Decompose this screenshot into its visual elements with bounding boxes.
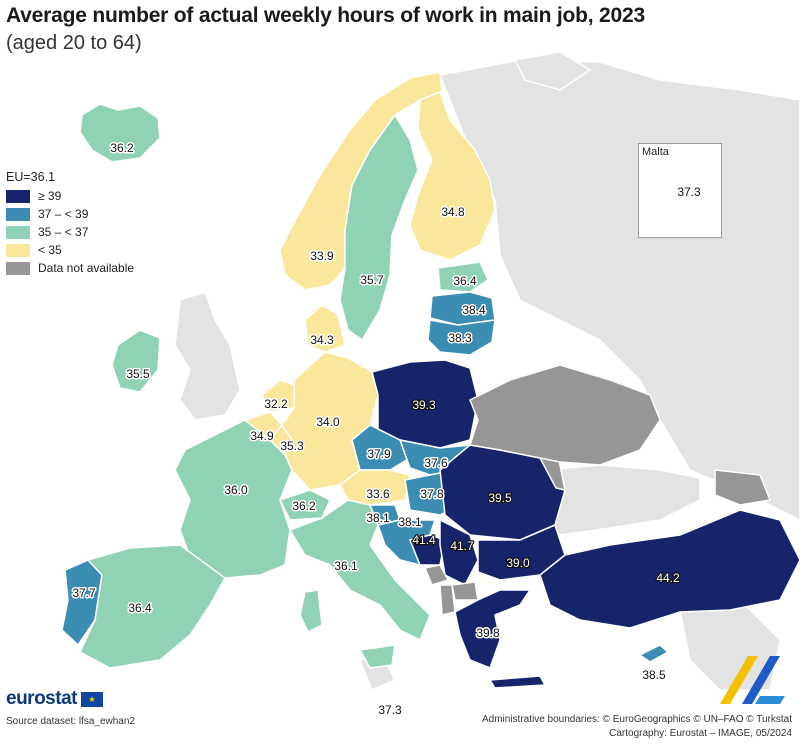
legend-swatch — [6, 189, 30, 203]
label-romania: 39.5 — [488, 491, 512, 505]
label-estonia: 36.4 — [453, 274, 477, 288]
country-montenegro-na — [424, 564, 449, 586]
boundaries-credit: Administrative boundaries: © EuroGeograp… — [481, 714, 792, 725]
label-slovenia: 38.1 — [366, 511, 390, 525]
label-switzerland: 36.2 — [292, 499, 316, 513]
country-georgia-na — [714, 469, 771, 506]
country-crete — [489, 675, 546, 689]
label-finland: 34.8 — [441, 205, 465, 219]
legend-label: ≥ 39 — [38, 189, 62, 203]
legend-item: < 35 — [6, 241, 134, 259]
label-italy: 36.1 — [334, 559, 358, 573]
country-france — [174, 419, 293, 579]
logo-text: eurostat — [6, 688, 77, 709]
legend-swatch — [6, 225, 30, 239]
label-serbia: 41.7 — [450, 539, 474, 553]
country-north-macedonia-na — [451, 581, 479, 601]
country-turkiye — [539, 509, 800, 629]
country-ukraine-na — [469, 364, 661, 466]
legend-label: < 35 — [38, 243, 62, 257]
label-austria: 33.6 — [366, 487, 390, 501]
label-cyprus: 38.5 — [642, 668, 666, 682]
credits: Administrative boundaries: © EuroGeograp… — [482, 713, 792, 741]
eurostat-brand-mark-icon — [720, 656, 785, 704]
label-bulgaria: 39.0 — [506, 556, 530, 570]
country-poland — [371, 359, 479, 449]
eu-flag-icon: ★ — [80, 691, 103, 707]
legend-item: 37 – < 39 — [6, 205, 134, 223]
label-spain: 36.4 — [128, 601, 152, 615]
country-italy — [289, 499, 431, 641]
label-germany: 34.0 — [316, 415, 340, 429]
country-switzerland — [279, 489, 331, 521]
label-norway: 33.9 — [310, 249, 334, 263]
label-czechia: 37.9 — [367, 447, 391, 461]
malta-inset-title: Malta — [642, 146, 669, 158]
legend-swatch — [6, 261, 30, 275]
label-luxembourg: 35.3 — [280, 439, 304, 453]
eurostat-logo: eurostat ★ — [6, 688, 103, 710]
malta-inset: Malta 37.3 — [638, 143, 722, 238]
label-netherlands: 32.2 — [264, 397, 288, 411]
legend-label: Data not available — [38, 261, 135, 275]
legend-label: 35 – < 37 — [38, 225, 89, 239]
label-lithuania: 38.3 — [448, 331, 472, 345]
legend-item: 35 – < 37 — [6, 223, 134, 241]
legend-label: 37 – < 39 — [38, 207, 89, 221]
legend-item: Data not available — [6, 259, 134, 277]
country-shapes — [61, 71, 800, 689]
country-ireland — [111, 329, 161, 393]
country-sweden — [339, 114, 419, 341]
country-sicily — [359, 644, 396, 669]
label-ireland: 35.5 — [126, 367, 150, 381]
country-sardinia — [299, 589, 323, 633]
label-sweden: 35.7 — [360, 273, 384, 287]
legend-title: EU=36.1 — [6, 170, 55, 184]
label-denmark: 34.3 — [310, 333, 334, 347]
value-labels: 36.2 33.9 35.7 34.8 36.4 38.4 38.3 34.3 … — [71, 140, 681, 719]
country-lithuania — [427, 319, 496, 356]
legend-swatch — [6, 207, 30, 221]
country-denmark — [304, 304, 346, 353]
label-slovakia: 37.6 — [424, 456, 448, 470]
label-bosnia: 41.4 — [412, 533, 436, 547]
label-portugal: 37.7 — [72, 586, 96, 600]
cartography-credit: Cartography: Eurostat – IMAGE, 05/2024 — [609, 728, 792, 739]
page-subtitle: (aged 20 to 64) — [6, 32, 142, 54]
source-dataset: Source dataset: lfsa_ewhan2 — [6, 716, 135, 727]
country-greece — [454, 589, 531, 669]
label-hungary: 37.8 — [420, 487, 444, 501]
legend-item: ≥ 39 — [6, 187, 134, 205]
legend: EU=36.1 ≥ 39 37 – < 39 35 – < 37 < 35 Da… — [6, 170, 134, 277]
label-france: 36.0 — [224, 483, 248, 497]
label-poland: 39.3 — [412, 398, 436, 412]
country-finland — [409, 91, 496, 261]
page-title: Average number of actual weekly hours of… — [6, 4, 645, 27]
label-croatia: 38.1 — [398, 515, 422, 529]
country-iceland — [79, 103, 161, 163]
country-spain — [79, 544, 226, 669]
country-estonia — [437, 261, 489, 293]
country-cyprus — [639, 644, 669, 663]
label-malta-main: 37.3 — [378, 703, 402, 717]
label-turkiye: 44.2 — [656, 571, 680, 585]
malta-inset-label-layer: 37.3 — [676, 184, 703, 201]
label-latvia: 38.4 — [462, 303, 486, 317]
label-iceland: 36.2 — [110, 141, 134, 155]
malta-inset-value: 37.3 — [677, 185, 701, 199]
legend-swatch — [6, 243, 30, 257]
label-belgium: 34.9 — [250, 429, 274, 443]
label-greece: 39.8 — [476, 626, 500, 640]
